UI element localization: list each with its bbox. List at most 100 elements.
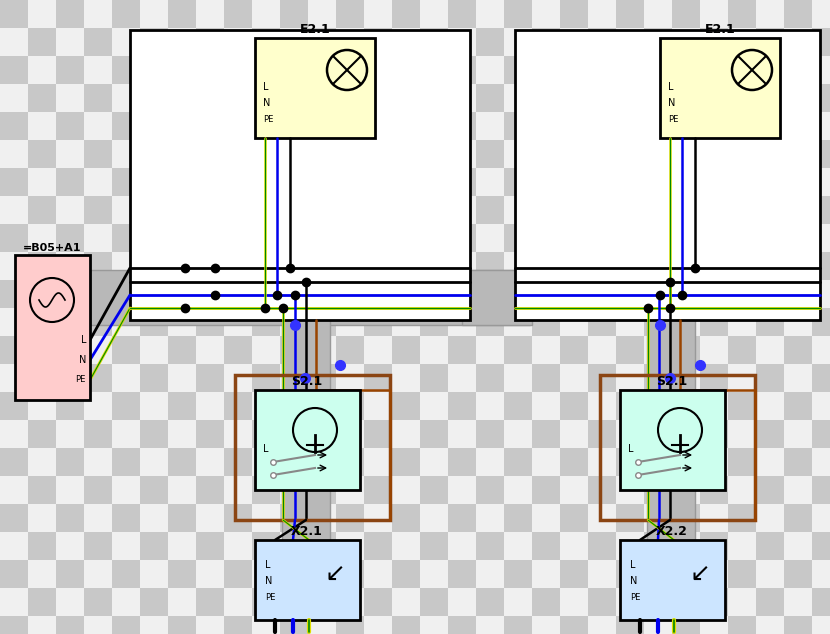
Bar <box>672 588 700 616</box>
Bar <box>392 196 420 224</box>
Bar <box>672 56 700 84</box>
Bar <box>728 616 756 634</box>
Bar <box>784 364 812 392</box>
Bar <box>644 252 672 280</box>
Text: E2.1: E2.1 <box>300 23 330 36</box>
Bar <box>56 504 84 532</box>
Bar <box>476 504 504 532</box>
Bar <box>616 392 644 420</box>
Bar <box>504 196 532 224</box>
Bar <box>224 280 252 308</box>
Bar <box>252 588 280 616</box>
Bar <box>140 56 168 84</box>
Bar <box>84 420 112 448</box>
Bar <box>364 364 392 392</box>
Bar <box>728 336 756 364</box>
Bar <box>784 0 812 28</box>
Bar <box>84 224 112 252</box>
Bar <box>588 560 616 588</box>
Bar <box>644 280 672 308</box>
Bar <box>0 28 28 56</box>
Bar <box>644 196 672 224</box>
Bar <box>532 560 560 588</box>
Bar <box>308 168 336 196</box>
Bar <box>560 280 588 308</box>
Bar <box>308 336 336 364</box>
Bar <box>756 364 784 392</box>
Bar <box>112 616 140 634</box>
Bar <box>84 532 112 560</box>
Bar <box>392 112 420 140</box>
Bar <box>756 112 784 140</box>
Bar <box>756 140 784 168</box>
Bar <box>308 392 336 420</box>
Bar <box>280 252 308 280</box>
Bar <box>616 476 644 504</box>
Bar <box>280 280 308 308</box>
Bar <box>728 588 756 616</box>
Bar <box>252 280 280 308</box>
Bar <box>280 140 308 168</box>
Bar <box>28 392 56 420</box>
Bar <box>784 336 812 364</box>
Bar <box>84 112 112 140</box>
Bar <box>0 84 28 112</box>
Bar <box>392 392 420 420</box>
Bar <box>784 84 812 112</box>
Bar <box>784 616 812 634</box>
Bar <box>224 504 252 532</box>
Bar <box>364 308 392 336</box>
Bar <box>112 196 140 224</box>
Bar <box>392 588 420 616</box>
Bar <box>224 112 252 140</box>
Bar <box>84 140 112 168</box>
Bar <box>196 56 224 84</box>
Bar <box>84 336 112 364</box>
Bar <box>756 476 784 504</box>
Bar <box>140 84 168 112</box>
Bar <box>448 112 476 140</box>
Bar <box>560 112 588 140</box>
Bar <box>728 84 756 112</box>
Text: PE: PE <box>76 375 86 384</box>
Bar <box>616 0 644 28</box>
Bar <box>532 28 560 56</box>
Bar <box>420 56 448 84</box>
Bar <box>196 420 224 448</box>
Bar <box>644 560 672 588</box>
Bar <box>252 616 280 634</box>
Bar <box>28 0 56 28</box>
Bar <box>364 532 392 560</box>
Bar <box>672 308 700 336</box>
Bar <box>616 28 644 56</box>
Bar <box>560 308 588 336</box>
Bar <box>364 252 392 280</box>
Bar <box>224 448 252 476</box>
Bar <box>504 56 532 84</box>
Bar <box>784 140 812 168</box>
Text: PE: PE <box>668 115 678 124</box>
Bar <box>728 280 756 308</box>
Bar <box>476 140 504 168</box>
Bar <box>616 168 644 196</box>
Bar <box>196 476 224 504</box>
Bar <box>364 28 392 56</box>
Bar <box>728 560 756 588</box>
Bar <box>448 56 476 84</box>
Bar <box>756 56 784 84</box>
Bar <box>392 336 420 364</box>
Bar <box>308 504 336 532</box>
Bar <box>196 84 224 112</box>
Bar <box>420 532 448 560</box>
Bar <box>644 168 672 196</box>
Bar <box>812 140 830 168</box>
Bar <box>364 588 392 616</box>
Bar <box>560 28 588 56</box>
Bar <box>140 560 168 588</box>
Bar <box>392 0 420 28</box>
Bar <box>462 270 532 325</box>
Bar <box>515 30 820 320</box>
Bar <box>168 308 196 336</box>
Bar <box>56 0 84 28</box>
Bar <box>532 392 560 420</box>
